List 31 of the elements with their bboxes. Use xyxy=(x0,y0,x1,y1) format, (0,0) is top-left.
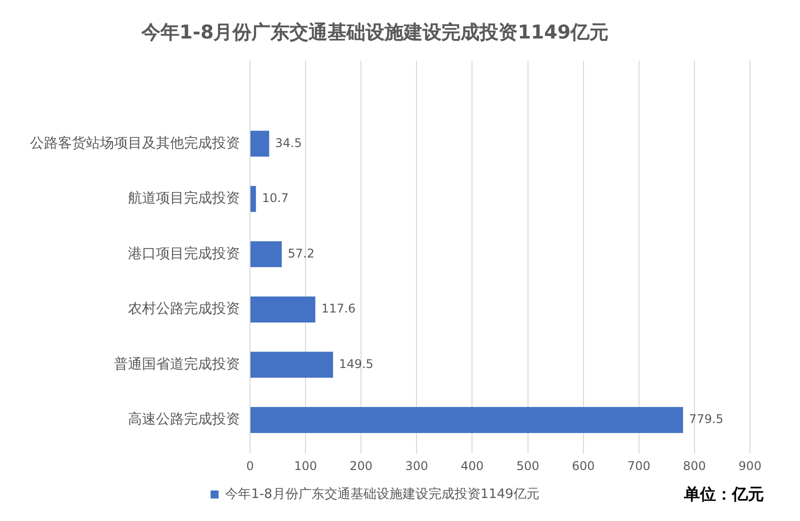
text: 单位：亿元 xyxy=(683,484,764,504)
y-tick-label: 航道项目完成投资 xyxy=(128,190,240,207)
x-tick-label: 400 xyxy=(460,458,484,473)
x-tick-label: 200 xyxy=(350,458,373,473)
chart-title: 今年1-8月份广东交通基础设施建设完成投资1149亿元 xyxy=(140,21,609,44)
y-tick-label: 港口项目完成投资 xyxy=(128,246,240,262)
bar xyxy=(250,130,270,157)
data-label: 10.7 xyxy=(262,191,289,206)
x-tick-label: 800 xyxy=(682,458,706,473)
x-tick-label: 0 xyxy=(246,458,254,473)
bar xyxy=(250,186,256,212)
data-label: 117.6 xyxy=(321,302,356,316)
x-tick-label: 300 xyxy=(405,458,428,473)
x-tick-label: 100 xyxy=(294,458,318,473)
data-label: 57.2 xyxy=(288,246,314,260)
bar xyxy=(250,296,316,322)
x-tick-label: 600 xyxy=(572,458,595,473)
bar xyxy=(250,241,282,268)
x-tick-label: 900 xyxy=(738,458,762,473)
y-tick-label: 公路客货站场项目及其他完成投资 xyxy=(30,135,240,152)
x-tick-label: 500 xyxy=(516,458,540,473)
data-label: 34.5 xyxy=(275,136,302,150)
x-tick-label: 700 xyxy=(627,458,650,473)
y-tick-label: 普通国省道完成投资 xyxy=(114,355,240,372)
legend-label: 今年1-8月份广东交通基础设施建设完成投资1149亿元 xyxy=(225,486,540,502)
bar xyxy=(250,352,334,378)
data-label: 779.5 xyxy=(689,412,724,426)
y-tick-label: 高速公路完成投资 xyxy=(128,412,240,428)
y-tick-label: 农村公路完成投资 xyxy=(128,301,240,318)
bar xyxy=(250,406,684,433)
data-label: 149.5 xyxy=(339,356,374,371)
